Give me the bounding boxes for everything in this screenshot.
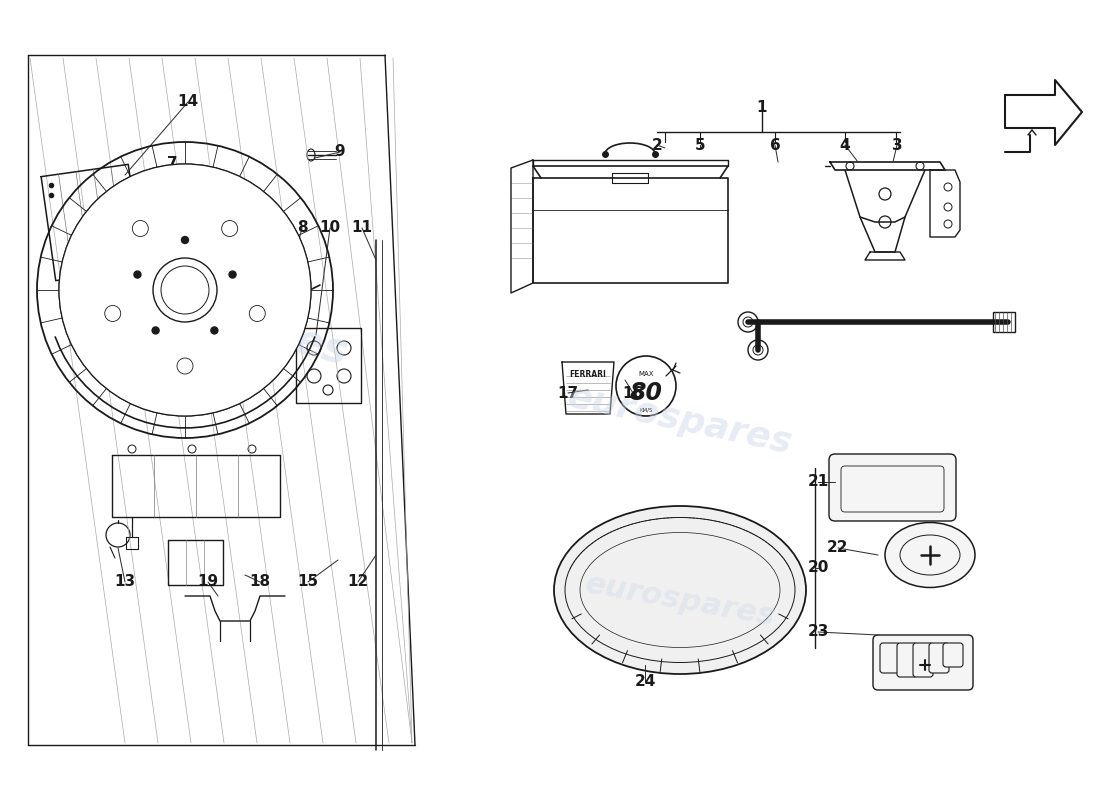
Text: FERRARI: FERRARI [570,370,606,379]
Text: 2: 2 [651,138,662,153]
Text: eurospares: eurospares [564,380,795,460]
Text: 1: 1 [757,101,768,115]
FancyBboxPatch shape [913,643,933,677]
Circle shape [738,312,758,332]
Circle shape [748,340,768,360]
FancyBboxPatch shape [930,643,949,673]
Text: 17: 17 [558,386,579,401]
Text: 23: 23 [807,625,828,639]
Text: MAX: MAX [638,371,653,377]
Circle shape [616,356,676,416]
Text: 80: 80 [629,381,662,405]
Text: 8: 8 [297,221,307,235]
Ellipse shape [554,506,806,674]
Text: 16: 16 [623,386,643,401]
Text: 21: 21 [807,474,828,490]
Text: 11: 11 [352,221,373,235]
Text: 19: 19 [197,574,219,590]
Text: 13: 13 [114,574,135,590]
FancyBboxPatch shape [880,643,900,673]
Text: eurospares: eurospares [88,266,352,374]
Text: 24: 24 [635,674,656,690]
FancyBboxPatch shape [873,635,974,690]
FancyBboxPatch shape [896,643,917,677]
Text: 3: 3 [892,138,902,153]
Circle shape [211,327,218,334]
Text: 10: 10 [319,221,341,235]
Text: 6: 6 [770,138,780,153]
Circle shape [152,327,160,334]
Text: eurospares: eurospares [583,569,778,631]
FancyBboxPatch shape [943,643,962,667]
Text: KM/S: KM/S [639,407,652,413]
Text: 18: 18 [250,574,271,590]
Text: 4: 4 [839,138,850,153]
Circle shape [59,164,311,416]
Bar [993,312,1015,332]
Text: 20: 20 [807,561,828,575]
Circle shape [182,237,188,243]
Ellipse shape [886,522,975,587]
Text: 9: 9 [334,145,345,159]
Text: 12: 12 [348,574,369,590]
Text: 5: 5 [695,138,705,153]
Circle shape [229,271,236,278]
Text: 15: 15 [297,574,319,590]
Text: 7: 7 [167,155,177,170]
Text: 14: 14 [177,94,199,110]
Circle shape [134,271,141,278]
FancyBboxPatch shape [829,454,956,521]
Text: 22: 22 [827,541,849,555]
